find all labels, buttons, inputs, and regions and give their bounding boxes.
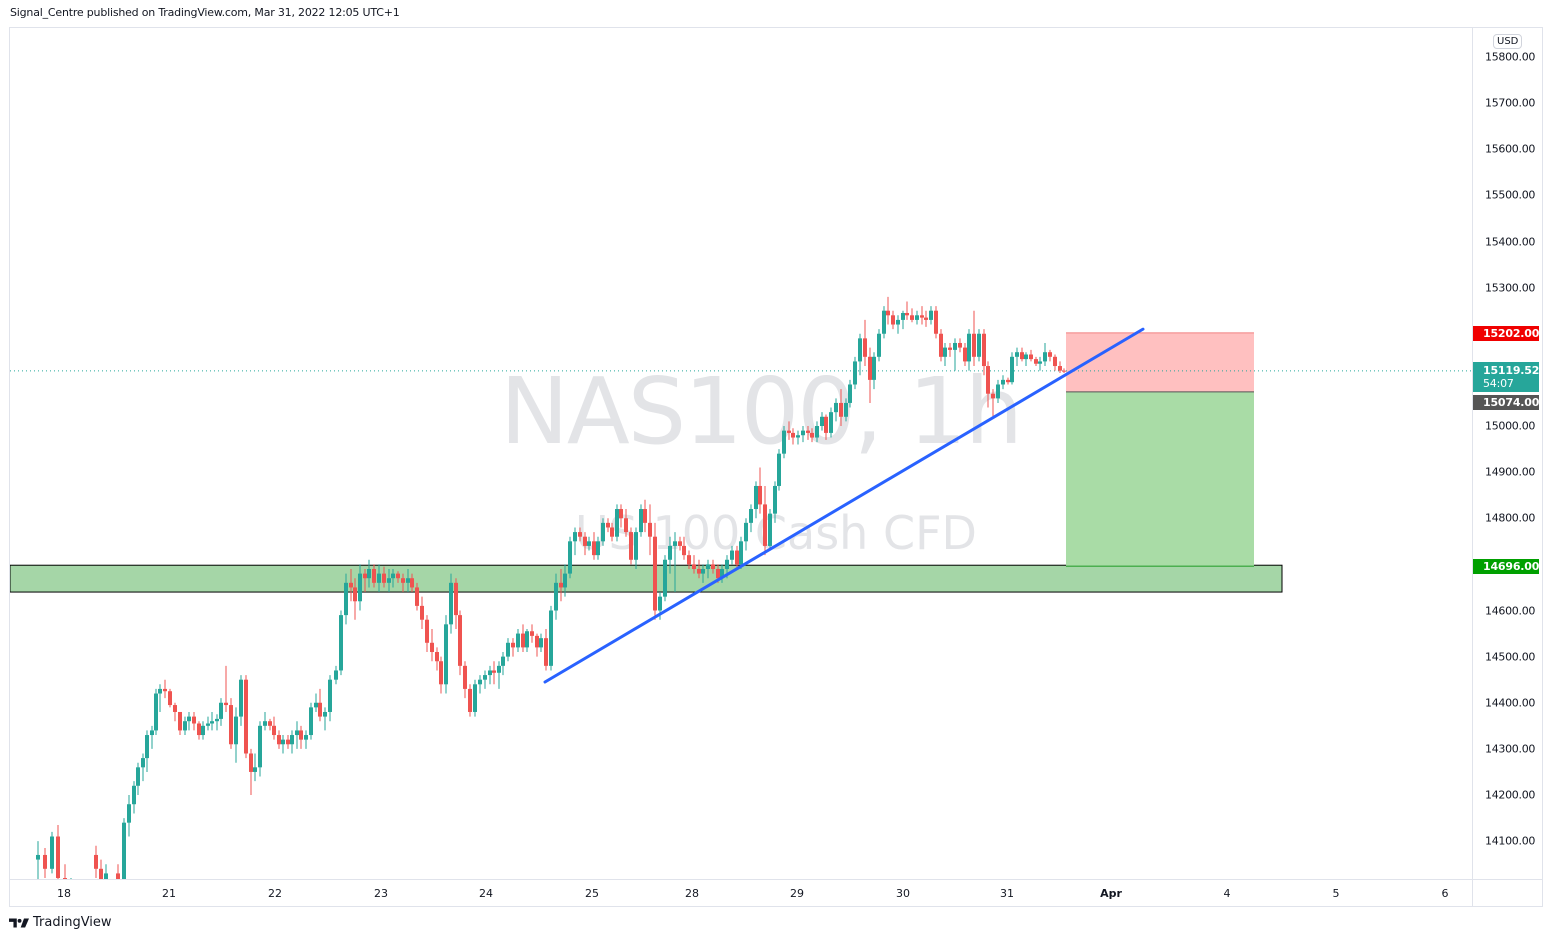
time-tick-label: 6: [1441, 887, 1449, 900]
current-price-value: 15119.52: [1483, 364, 1540, 377]
time-axis[interactable]: 18 21 22 23 24 25 28 29 30 31 Apr 4 5 6: [10, 879, 1472, 907]
chart-frame: [9, 27, 1543, 907]
price-tick-label: 15000.00: [1485, 419, 1536, 433]
price-tick-label: 15800.00: [1485, 50, 1536, 64]
publisher-attribution: Signal_Centre published on TradingView.c…: [10, 6, 400, 19]
price-tick-label: 14600.00: [1485, 604, 1536, 617]
currency-badge[interactable]: USD: [1493, 34, 1523, 49]
price-tick-label: 15600.00: [1485, 142, 1536, 156]
footer-brand: TradingView: [9, 915, 112, 930]
time-tick-label: 21: [162, 887, 176, 900]
time-tick-label: 4: [1223, 887, 1231, 900]
symbol-watermark: NAS100, 1h: [500, 358, 1023, 465]
price-tick-label: 14800.00: [1485, 511, 1536, 525]
price-tick-label: 14900.00: [1485, 465, 1536, 479]
bar-countdown: 54:07: [1483, 377, 1514, 390]
time-tick-label: 18: [57, 887, 71, 900]
price-tick-label: 14100.00: [1485, 834, 1536, 848]
candlestick-chart[interactable]: [10, 28, 1472, 879]
time-tick-label: 28: [685, 887, 699, 900]
entry-price-tag: 15074.00: [1473, 395, 1539, 410]
time-tick-label: 30: [896, 887, 910, 900]
axis-corner: [1472, 879, 1543, 907]
time-tick-label: 5: [1332, 887, 1340, 900]
time-tick-label: 25: [585, 887, 599, 900]
take-profit-price-tag: 14696.00: [1473, 559, 1539, 574]
price-axis[interactable]: USD 15800.00 15700.00 15600.00 15500.00 1540…: [1472, 28, 1543, 879]
price-tick-label: 15400.00: [1485, 235, 1536, 248]
time-tick-label: 31: [1000, 887, 1014, 900]
footer-brand-label: TradingView: [33, 915, 112, 930]
tradingview-logo-icon: [9, 918, 29, 927]
price-tick-label: 14500.00: [1485, 650, 1536, 664]
current-price-tag: 15119.52 54:07: [1473, 362, 1539, 392]
candles-group: [36, 296, 1066, 879]
price-tick-label: 15700.00: [1485, 96, 1536, 110]
price-tick-label: 14200.00: [1485, 788, 1536, 802]
ascending-trendline[interactable]: [543, 327, 1145, 684]
time-tick-label: Apr: [1100, 887, 1122, 900]
time-tick-label: 23: [374, 887, 388, 900]
price-tick-label: 14400.00: [1485, 696, 1536, 710]
time-tick-label: 24: [479, 887, 493, 900]
price-tick-label: 15300.00: [1485, 281, 1536, 295]
stop-loss-price-tag: 15202.00: [1473, 326, 1539, 341]
price-tick-label: 15500.00: [1485, 188, 1536, 202]
take-profit-zone[interactable]: [1066, 391, 1254, 567]
time-tick-label: 22: [268, 887, 282, 900]
price-tick-label: 14300.00: [1485, 742, 1536, 756]
support-zone-rectangle[interactable]: [10, 564, 1283, 593]
time-tick-label: 29: [790, 887, 804, 900]
chart-plot-area[interactable]: NAS100, 1h US 100 Cash CFD: [10, 28, 1472, 879]
stop-loss-zone[interactable]: [1066, 332, 1254, 392]
